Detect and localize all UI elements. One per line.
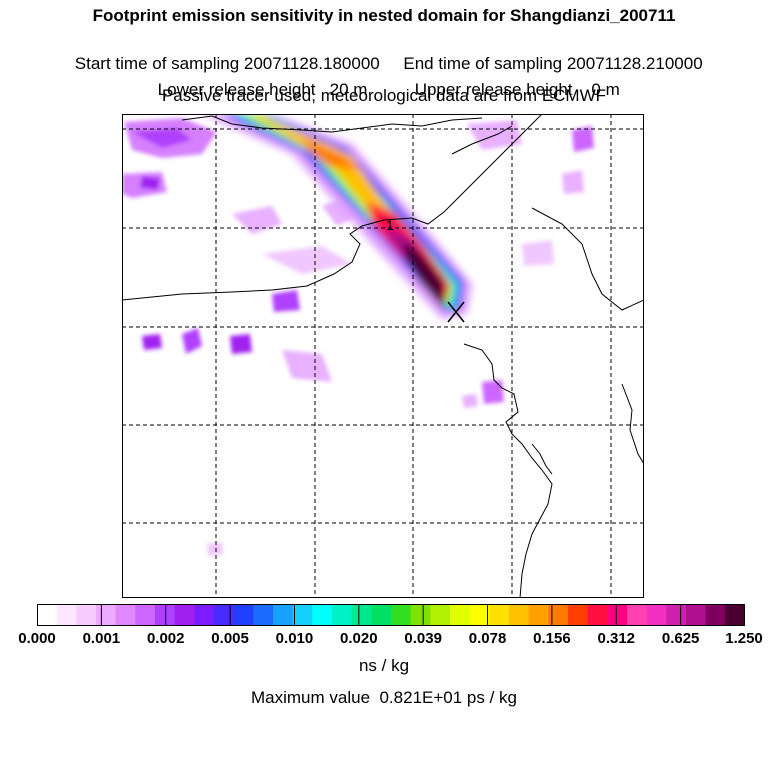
coast-east [531,207,644,311]
patch-west-core [140,176,160,190]
colorbar-swatch [351,604,372,626]
colorbar-swatch [96,604,117,626]
colorbar-tick-label: 0.000 [18,630,56,647]
upper-release-height: Upper release height 0 m [414,80,620,99]
colorbar-swatch [155,604,176,626]
plume-band-outer [202,114,472,319]
colorbar-tick-label: 0.020 [340,630,378,647]
colorbar-border [37,604,745,626]
colorbar-swatch [705,604,726,626]
colorbar-swatch [587,604,608,626]
colorbar-swatch [292,604,313,626]
coastlines [122,114,644,598]
patch-mid-west [262,246,352,274]
patch-sw3 [230,334,252,354]
colorbar-svg [36,604,746,626]
colorbar-swatch [509,604,530,626]
colorbar-swatch [76,604,97,626]
colorbar-tick-label: 0.002 [146,630,185,647]
colorbar-swatch [725,604,746,626]
colorbar-tick-label: 0.078 [468,630,507,647]
maximum-value: Maximum value 0.821E+01 ps / kg [251,688,517,707]
colorbar-tick-label: 1.250 [725,630,763,647]
coast-ne [451,125,513,155]
colorbar-swatch [332,604,353,626]
patch-mid [272,290,300,312]
colorbar-swatch [174,604,195,626]
patch-south [282,350,332,382]
colorbar [36,604,746,626]
release-site-cross-icon [447,301,465,323]
colorbar-swatch [686,604,707,626]
colorbar-swatch [194,604,215,626]
colorbar-swatch [666,604,687,626]
colorbar-swatch [391,604,412,626]
patch-south-faint [207,542,223,556]
lower-release-height: Lower release height 20 m [157,80,368,99]
colorbar-swatch [214,604,235,626]
coastline-north [122,114,543,301]
footprint-map: 1 [122,114,644,598]
low-sensitivity-patches [122,118,594,556]
colorbar-swatch [115,604,136,626]
patch-ne3 [562,170,584,194]
sampling-times-line: Start time of sampling 20071128.180000 E… [0,34,768,74]
coast-southeast [463,343,553,598]
patch-ne2 [572,126,594,152]
contour-label: 1 [386,217,394,233]
colorbar-swatch [135,604,156,626]
colorbar-swatch [450,604,471,626]
patch-sw1 [142,334,162,350]
coast-inlet [531,443,553,475]
patch-east [522,240,554,266]
tracer-note: Passive tracer used, meteorological data… [161,86,607,105]
colorbar-swatch [430,604,451,626]
colorbar-units: ns / kg [358,656,410,675]
colorbar-tick-label: 0.005 [211,630,249,647]
plume-band-orange-north [302,138,362,170]
colorbar-tick-label: 0.001 [82,630,121,647]
plume-band-blue [222,114,464,312]
colorbar-swatch [312,604,333,626]
colorbar-swatch [273,604,294,626]
colorbar-swatch [548,604,569,626]
colorbar-swatch [469,604,490,626]
plot-title: Footprint emission sensitivity in nested… [92,6,676,25]
colorbar-swatch [37,604,58,626]
colorbar-swatch [568,604,589,626]
colorbar-swatch [371,604,392,626]
release-heights-line: Lower release height 20 m Upper release … [0,60,768,100]
colorbar-swatch [56,604,77,626]
colorbar-swatch [233,604,254,626]
map-canvas: 1 [122,114,644,598]
patch-center-west [232,206,282,234]
map-frame [122,114,644,598]
plume [202,114,472,319]
border-north [181,115,483,133]
colorbar-swatch [528,604,549,626]
patch-northwest-core [132,128,192,148]
coast-far-east [621,383,644,465]
colorbar-swatch [410,604,431,626]
colorbar-swatch [489,604,510,626]
sampling-start: Start time of sampling 20071128.180000 [74,54,380,73]
patch-se [482,380,504,404]
colorbar-swatch [627,604,648,626]
graticule [122,114,644,598]
sampling-end: End time of sampling 20071128.210000 [403,54,703,73]
colorbar-tick-label: 0.039 [404,630,442,647]
patch-sw2 [182,328,202,354]
patch-se2 [462,394,478,408]
colorbar-tick-label: 0.625 [661,630,700,647]
colorbar-tick-label: 0.312 [597,630,636,647]
colorbar-swatch [607,604,628,626]
colorbar-tick-label: 0.010 [275,630,314,647]
colorbar-tick-label: 0.156 [533,630,571,647]
colorbar-swatch [253,604,274,626]
colorbar-swatch [646,604,667,626]
